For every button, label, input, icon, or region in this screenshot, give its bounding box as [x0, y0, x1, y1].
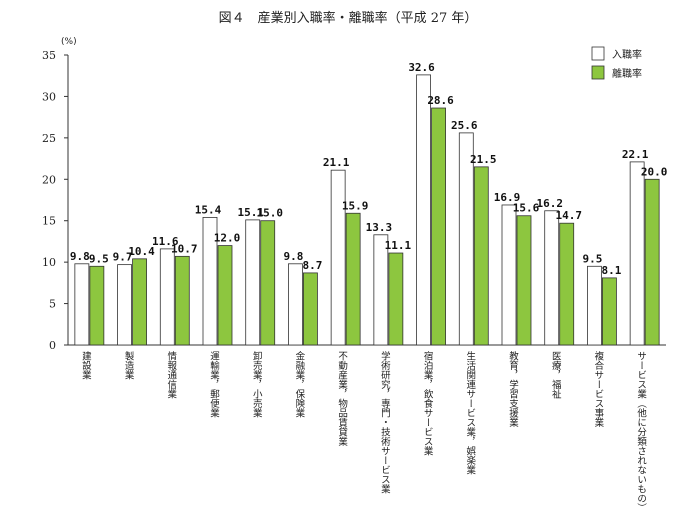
bar-nyushoku — [458, 132, 474, 346]
y-tick-label: 30 — [42, 90, 56, 103]
y-tick-label: 25 — [42, 132, 56, 145]
data-label-nyushoku: 16.9 — [494, 191, 521, 204]
data-label-nyushoku: 9.5 — [582, 252, 602, 265]
bar-nyushoku — [373, 234, 389, 346]
data-label-rishoku: 11.1 — [385, 239, 412, 252]
y-tick-label: 10 — [42, 256, 56, 269]
bar-nyushoku — [501, 204, 517, 346]
bar-rishoku — [174, 255, 190, 346]
data-label-rishoku: 10.7 — [171, 242, 198, 255]
x-category-label: 複合サービス事業 — [592, 350, 604, 428]
bar-rishoku — [473, 166, 489, 346]
data-label-rishoku: 15.0 — [256, 207, 283, 220]
data-label-rishoku: 14.7 — [555, 209, 582, 222]
x-category-label: サービス業（他に分類されないもの） — [635, 351, 647, 513]
bar-nyushoku — [159, 248, 175, 346]
bar-nyushoku — [117, 264, 132, 346]
bar-nyushoku — [245, 219, 261, 346]
bar-nyushoku — [587, 265, 602, 346]
data-label-nyushoku: 13.3 — [366, 221, 393, 234]
bar-rishoku — [431, 107, 446, 346]
data-label-nyushoku: 9.8 — [70, 250, 90, 263]
x-category-label: 金融業，保険業 — [293, 350, 305, 418]
legend-label-rishoku: 離職率 — [612, 67, 642, 80]
data-label-nyushoku: 11.6 — [152, 235, 179, 248]
data-label-nyushoku: 25.6 — [451, 119, 478, 132]
bar-rishoku — [559, 222, 575, 346]
bar-nyushoku — [544, 210, 560, 346]
data-label-nyushoku: 16.2 — [536, 197, 563, 210]
bar-rishoku — [217, 245, 233, 346]
bar-rishoku — [303, 272, 318, 346]
bar-nyushoku — [74, 263, 90, 346]
bar-nyushoku — [416, 74, 431, 346]
x-category-label: 宿泊業，飲食サービス業 — [422, 350, 434, 456]
x-category-label: 情報通信業 — [165, 350, 177, 399]
y-tick-label: 0 — [49, 339, 56, 352]
data-label-rishoku: 15.9 — [342, 199, 369, 212]
x-category-label: 学術研究，専門・技術サービス業 — [379, 350, 391, 494]
chart-title: 図４ 産業別入職率・離職率（平成 27 年） — [218, 11, 478, 26]
data-label-nyushoku: 21.1 — [323, 156, 350, 169]
x-category-label: 製造業 — [123, 350, 135, 380]
x-category-label: 医療，福祉 — [550, 351, 562, 399]
data-label-rishoku: 9.5 — [89, 252, 109, 265]
data-label-rishoku: 20.0 — [641, 165, 668, 178]
data-label-nyushoku: 32.6 — [408, 61, 435, 74]
y-tick-label: 15 — [42, 215, 56, 228]
x-category-label: 運輸業，郵便業 — [208, 351, 220, 418]
data-label-rishoku: 8.1 — [601, 264, 621, 277]
x-category-label: 生活関連サービス業，娯楽業 — [464, 350, 476, 475]
data-label-rishoku: 28.6 — [427, 94, 454, 107]
bar-rishoku — [516, 215, 532, 346]
y-tick-label: 20 — [42, 173, 56, 186]
bar-nyushoku — [202, 216, 218, 346]
data-label-nyushoku: 22.1 — [622, 148, 649, 161]
legend-label-nyushoku: 入職率 — [612, 48, 642, 61]
y-tick-label: 35 — [42, 49, 56, 62]
x-category-label: 卸売業，小売業 — [251, 350, 263, 418]
data-label-rishoku: 12.0 — [214, 232, 241, 245]
x-category-label: 建設業 — [80, 350, 92, 380]
data-label-nyushoku: 9.8 — [283, 250, 303, 263]
bar-rishoku — [345, 212, 361, 346]
data-label-nyushoku: 15.4 — [195, 203, 222, 216]
data-label-nyushoku: 15.1 — [237, 206, 264, 219]
bar-rishoku — [644, 178, 660, 346]
x-category-label: 不動産業，物品賃貸業 — [336, 351, 348, 447]
legend-swatch-nyushoku — [591, 46, 605, 61]
bar-nyushoku — [330, 169, 346, 346]
bar-rishoku — [602, 277, 617, 346]
bar-nyushoku — [288, 263, 303, 346]
data-label-rishoku: 15.6 — [513, 202, 540, 215]
data-label-nyushoku: 9.7 — [113, 251, 133, 264]
y-axis-unit: (%) — [61, 37, 77, 47]
data-label-rishoku: 10.4 — [128, 245, 155, 258]
legend-swatch-rishoku — [591, 65, 605, 80]
x-category-label: 教育，学習支援業 — [507, 350, 519, 428]
bar-rishoku — [89, 265, 105, 346]
data-label-rishoku: 8.7 — [302, 259, 322, 272]
bar-rishoku — [388, 252, 404, 346]
bar-rishoku — [132, 258, 147, 346]
y-tick-label: 5 — [49, 298, 56, 311]
bar-nyushoku — [629, 161, 645, 346]
bar-rishoku — [260, 220, 276, 346]
data-label-rishoku: 21.5 — [470, 153, 497, 166]
